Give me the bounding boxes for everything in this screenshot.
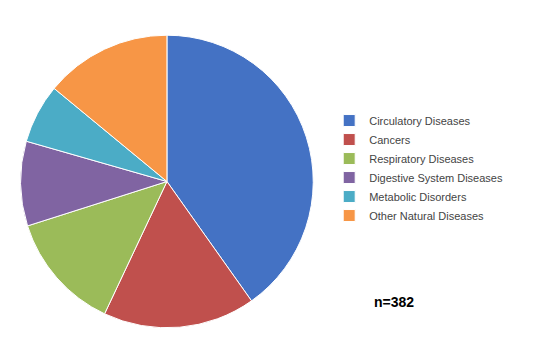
svg-text:Metabolic Disorders: Metabolic Disorders: [369, 191, 467, 203]
svg-text:n=382: n=382: [374, 294, 414, 310]
svg-text:Digestive System Diseases: Digestive System Diseases: [369, 172, 503, 184]
svg-text:Other Natural Diseases: Other Natural Diseases: [369, 210, 484, 222]
svg-text:Circulatory Diseases: Circulatory Diseases: [369, 115, 470, 127]
svg-text:Cancers: Cancers: [369, 134, 410, 146]
svg-text:Respiratory Diseases: Respiratory Diseases: [369, 153, 474, 165]
